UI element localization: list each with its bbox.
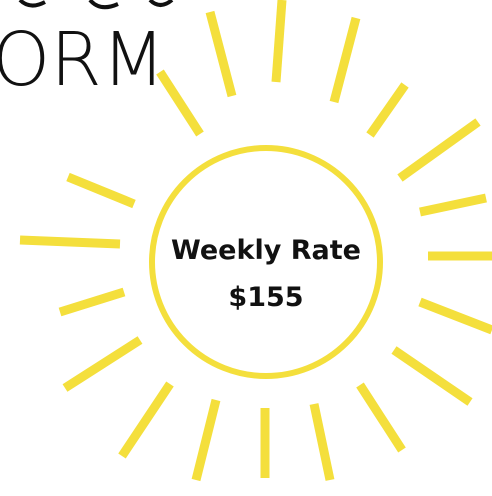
ray	[370, 85, 405, 135]
heading: ORM	[0, 17, 166, 103]
ray	[360, 385, 402, 450]
ray	[196, 400, 216, 480]
ray	[122, 384, 170, 456]
ray	[334, 18, 356, 102]
ray	[314, 404, 330, 480]
ray	[210, 12, 232, 96]
ray	[60, 292, 124, 312]
badge-price: $155	[228, 282, 303, 313]
badge-label: Weekly Rate	[171, 235, 361, 266]
canvas: ORM Weekly Rate $155	[0, 0, 492, 496]
cropped-letter	[20, 0, 45, 6]
ray	[276, 0, 282, 82]
ray	[394, 350, 470, 402]
ray	[400, 122, 478, 178]
ray	[68, 177, 134, 204]
ray	[420, 198, 486, 212]
ray	[420, 302, 492, 330]
cropped-letter	[90, 0, 118, 7]
ray	[20, 240, 120, 244]
ray	[65, 340, 140, 388]
cropped-letter	[150, 0, 172, 5]
cropped-text	[20, 0, 172, 7]
page: ORM Weekly Rate $155 (() => { const data…	[0, 0, 492, 496]
ray	[160, 72, 200, 134]
